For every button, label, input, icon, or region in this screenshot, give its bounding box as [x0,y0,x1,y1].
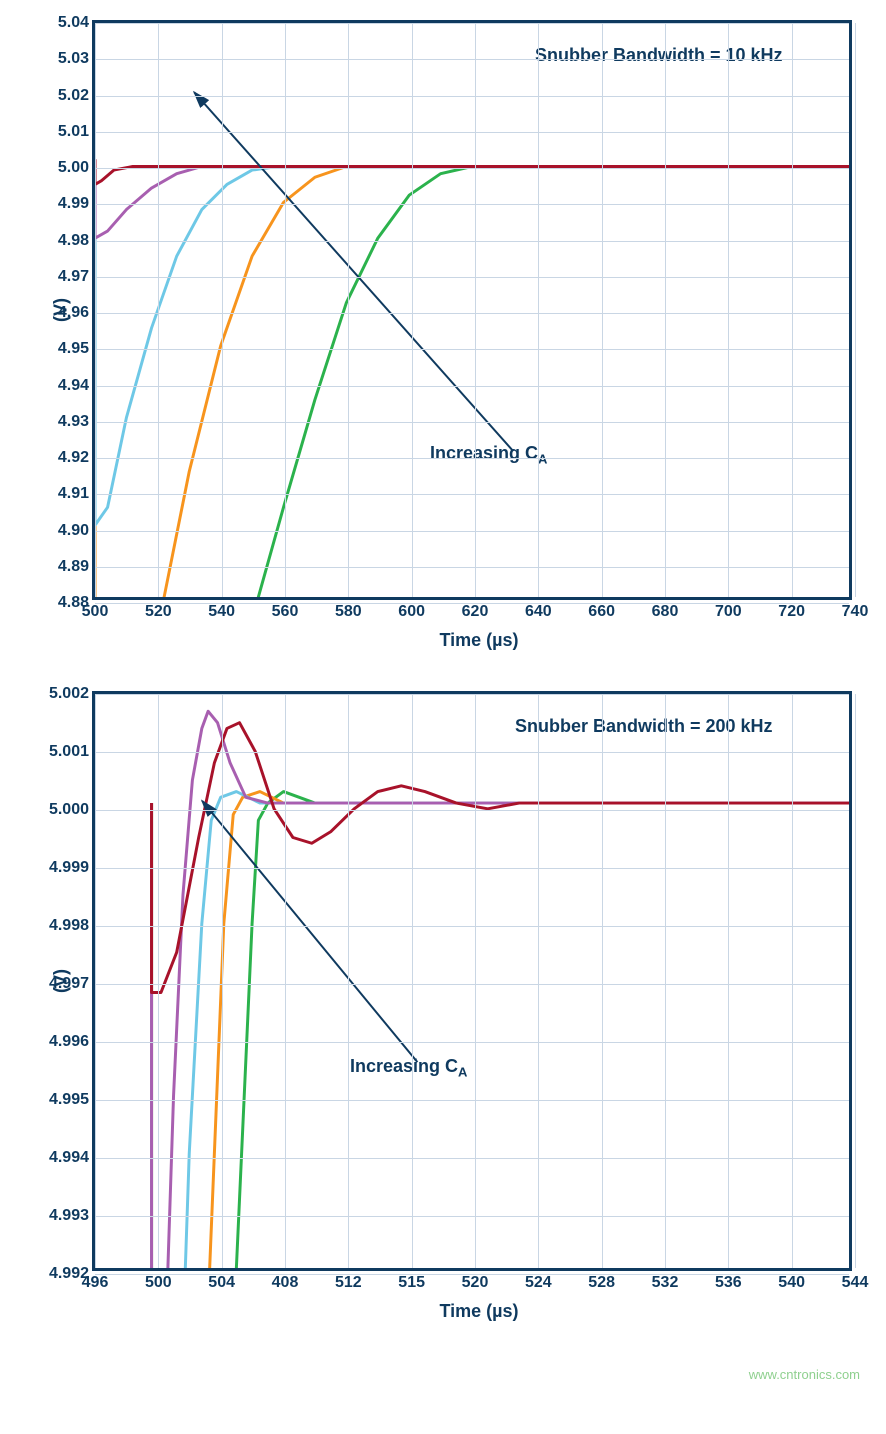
arrow-line [202,801,417,1062]
ytick-label: 5.000 [49,801,89,819]
series-line [152,792,849,1434]
ytick-label: 4.99 [58,195,89,213]
xtick-label: 540 [778,1274,805,1292]
chart-1: (V) Snubber Bandwidth = 10 kHz Increasin… [20,20,866,651]
xtick-label: 680 [652,603,679,621]
xtick-label: 528 [588,1274,615,1292]
watermark: www.cntronics.com [749,1367,860,1382]
xtick-label: 660 [588,603,615,621]
ytick-label: 4.96 [58,304,89,322]
xtick-label: 520 [462,1274,489,1292]
ytick-label: 5.04 [58,14,89,32]
series-line [152,792,849,1434]
ytick-label: 4.999 [49,859,89,877]
chart-1-curves [95,23,849,597]
ytick-label: 4.97 [58,268,89,286]
xtick-label: 496 [82,1274,109,1292]
xtick-label: 740 [842,603,869,621]
ytick-label: 5.01 [58,123,89,141]
xtick-label: 720 [778,603,805,621]
ytick-label: 4.94 [58,377,89,395]
ytick-label: 4.998 [49,917,89,935]
series-line [152,711,849,1434]
arrow-line [194,92,512,450]
chart-2: (V) Snubber Bandwidth = 200 kHz Increasi… [20,691,866,1322]
chart-2-curves [95,694,849,1268]
xtick-label: 640 [525,603,552,621]
xtick-label: 408 [272,1274,299,1292]
chart-1-xlabel: Time (µs) [92,630,866,651]
ytick-label: 5.001 [49,743,89,761]
xtick-label: 544 [842,1274,869,1292]
xtick-label: 700 [715,603,742,621]
ytick-label: 4.996 [49,1033,89,1051]
xtick-label: 600 [398,603,425,621]
xtick-label: 580 [335,603,362,621]
xtick-label: 500 [82,603,109,621]
series-line [152,792,849,1434]
ytick-label: 4.92 [58,449,89,467]
chart-1-plot: (V) Snubber Bandwidth = 10 kHz Increasin… [92,20,852,600]
ytick-label: 4.91 [58,485,89,503]
chart-2-plot: (V) Snubber Bandwidth = 200 kHz Increasi… [92,691,852,1271]
ytick-label: 5.03 [58,50,89,68]
ytick-label: 4.994 [49,1149,89,1167]
series-line [95,159,849,525]
xtick-label: 532 [652,1274,679,1292]
xtick-label: 512 [335,1274,362,1292]
ytick-label: 4.90 [58,522,89,540]
series-line [95,159,849,184]
ytick-label: 4.997 [49,975,89,993]
xtick-label: 504 [208,1274,235,1292]
ytick-label: 4.993 [49,1207,89,1225]
xtick-label: 560 [272,603,299,621]
ytick-label: 4.995 [49,1091,89,1109]
chart-2-xlabel: Time (µs) [92,1301,866,1322]
xtick-label: 536 [715,1274,742,1292]
ytick-label: 4.93 [58,413,89,431]
ytick-label: 5.002 [49,685,89,703]
series-line [95,159,849,238]
xtick-label: 520 [145,603,172,621]
xtick-label: 500 [145,1274,172,1292]
xtick-label: 620 [462,603,489,621]
ytick-label: 5.02 [58,87,89,105]
xtick-label: 540 [208,603,235,621]
xtick-label: 515 [398,1274,425,1292]
ytick-label: 4.95 [58,340,89,358]
xtick-label: 524 [525,1274,552,1292]
ytick-label: 4.89 [58,558,89,576]
ytick-label: 4.98 [58,232,89,250]
ytick-label: 5.00 [58,159,89,177]
